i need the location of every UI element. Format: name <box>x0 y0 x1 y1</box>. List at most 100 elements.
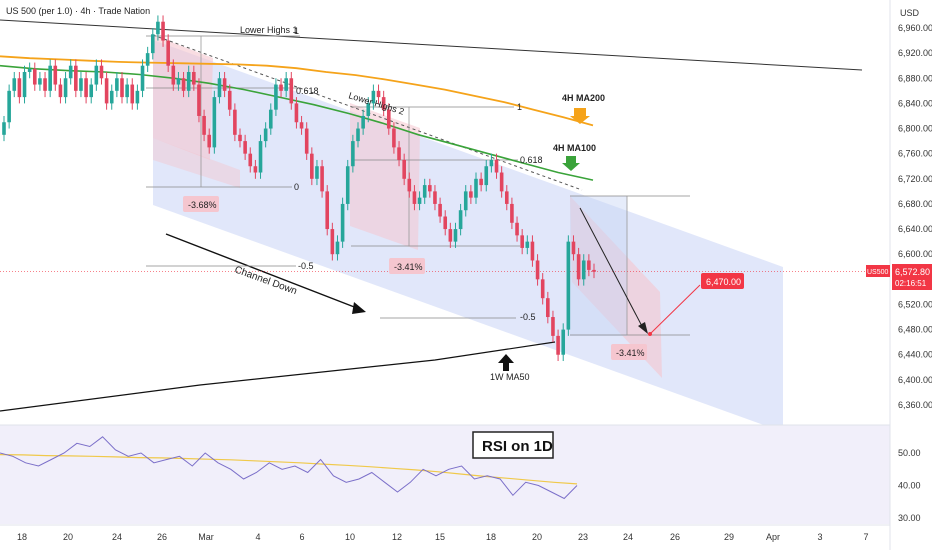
x-tick-label: 6 <box>299 532 304 542</box>
candle-body <box>433 191 437 204</box>
candle-body <box>212 97 217 148</box>
candle-body <box>48 65 52 91</box>
rsi-ma-line <box>0 454 578 485</box>
candle-body <box>17 78 22 98</box>
drop1-label-bg <box>183 196 219 212</box>
candle-body <box>515 222 519 236</box>
y-tick-label: 6,360.00 <box>898 400 932 410</box>
candle-body <box>299 122 304 129</box>
candle-body <box>68 65 73 79</box>
ma50w-label: 1W MA50 <box>490 372 530 382</box>
candle-body <box>561 329 566 355</box>
candle-body <box>520 235 524 248</box>
y-tick-label: 6,960.00 <box>898 23 932 33</box>
rsi-title-box <box>472 431 554 459</box>
candle-body <box>2 122 6 135</box>
candle-body <box>150 34 155 54</box>
rsi-y-tick-label: 40.00 <box>898 481 921 491</box>
candle-body <box>422 185 427 198</box>
candle-body <box>376 90 381 98</box>
candle-body <box>176 78 181 85</box>
x-tick-label: 4 <box>255 532 260 542</box>
candle-body <box>381 97 386 110</box>
y-tick-label: 6,520.00 <box>898 299 932 309</box>
symbol-title: US 500 (per 1.0) · 4h · Trade Nation <box>6 6 150 16</box>
candle-body <box>566 241 571 330</box>
target-tag: 6,470.00 <box>706 277 741 287</box>
drop1-label: -3.68% <box>188 200 217 210</box>
candle-body <box>263 128 268 142</box>
x-tick-label: Mar <box>198 532 214 542</box>
ma100-arrow-icon <box>562 156 580 171</box>
candle-body <box>243 141 247 154</box>
candle-body <box>289 78 294 104</box>
candle-body <box>166 40 170 66</box>
candle-body <box>463 191 468 211</box>
x-tick-label: 15 <box>435 532 445 542</box>
ma50w-arrow-icon <box>498 354 514 371</box>
drop-box-1b <box>153 138 240 188</box>
candle-body <box>12 78 17 91</box>
candle-body <box>135 90 140 104</box>
rsi-y-tick-label: 30.00 <box>898 513 921 523</box>
projection-arrow-line <box>579 207 645 331</box>
ma100-label: 4H MA100 <box>553 143 596 153</box>
candle-body <box>453 229 458 242</box>
candle-body <box>192 71 196 85</box>
candle-body <box>386 109 391 129</box>
price-tag-symbol: US500 <box>867 269 889 276</box>
candle-body <box>330 229 335 255</box>
rsi-panel-bg <box>0 425 890 524</box>
candle-body <box>530 241 535 261</box>
candle-body <box>417 197 422 204</box>
candle-body <box>320 166 324 192</box>
y-tick-label: 6,480.00 <box>898 325 932 335</box>
candle-body <box>371 90 376 104</box>
candle-body <box>546 298 550 318</box>
candle-body <box>171 65 176 85</box>
fib-1-b-label: 1 <box>517 102 522 112</box>
target-tag-bg[interactable] <box>701 273 744 289</box>
candle-body <box>356 128 360 142</box>
price-tag-bg[interactable] <box>892 264 932 290</box>
fib-m05-b-label: -0.5 <box>520 312 536 322</box>
candle-body <box>115 78 119 91</box>
x-tick-label: 7 <box>863 532 868 542</box>
candle-body <box>22 71 27 98</box>
candle-body <box>125 84 129 98</box>
drop-box-3 <box>570 196 662 378</box>
x-tick-label: 18 <box>486 532 496 542</box>
lower-highs-1-line <box>0 19 863 71</box>
candle-body <box>258 141 263 173</box>
candle-body <box>592 269 596 272</box>
candle-body <box>438 203 442 217</box>
candle-body <box>84 78 88 98</box>
x-tick-label: 24 <box>112 532 122 542</box>
candle-body <box>233 109 237 135</box>
candle-body <box>268 109 273 129</box>
x-tick-label: 20 <box>532 532 542 542</box>
price-tag-price: 6,572.80 <box>895 267 930 277</box>
candle-body <box>294 103 299 123</box>
candle-body <box>99 65 104 79</box>
candle-body <box>227 90 232 110</box>
x-tick-label: 29 <box>724 532 734 542</box>
y-tick-label: 6,840.00 <box>898 98 932 108</box>
candle-body <box>489 159 494 167</box>
candle-body <box>104 78 109 104</box>
rsi-y-tick-label: 50.00 <box>898 448 921 458</box>
y-tick-label: 6,600.00 <box>898 249 932 259</box>
candle-body <box>402 159 406 179</box>
y-tick-label: 6,440.00 <box>898 350 932 360</box>
y-tick-label: 6,720.00 <box>898 174 932 184</box>
candle-body <box>458 210 463 230</box>
candle-body <box>7 90 11 123</box>
candle-body <box>551 317 555 336</box>
drop3-label-bg <box>611 344 647 360</box>
candle-body <box>412 191 417 204</box>
candle-body <box>479 178 483 186</box>
drop2-label: -3.41% <box>394 262 423 272</box>
candle-body <box>474 178 478 198</box>
